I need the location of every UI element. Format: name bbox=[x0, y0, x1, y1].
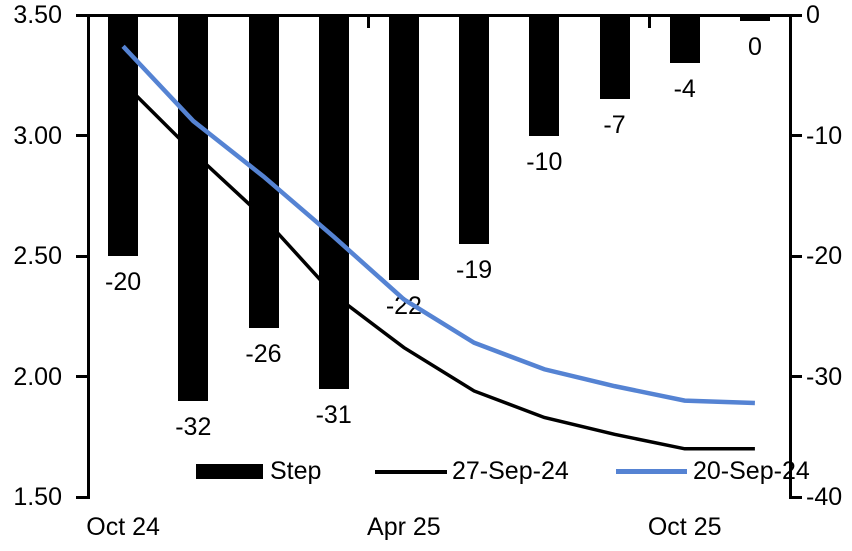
left-axis-tick-label: 2.50 bbox=[13, 242, 62, 270]
bar bbox=[178, 15, 209, 401]
bar bbox=[529, 15, 560, 136]
bar-value-label: 0 bbox=[747, 33, 762, 61]
x-axis-tick bbox=[367, 15, 371, 28]
legend-line-swatch-20-sep bbox=[616, 469, 687, 474]
bar-value-label: -20 bbox=[105, 268, 142, 296]
right-axis-tick bbox=[790, 495, 802, 499]
legend-line-swatch-27-sep bbox=[375, 470, 447, 474]
bar bbox=[459, 15, 490, 244]
x-axis-tick-label: Oct 25 bbox=[647, 513, 722, 541]
legend-label-20-sep-24: 20-Sep-24 bbox=[693, 457, 810, 485]
zero-line bbox=[76, 13, 800, 17]
bar-value-label: -26 bbox=[245, 340, 282, 369]
left-axis-tick bbox=[76, 375, 88, 378]
bar bbox=[248, 15, 279, 329]
right-axis-tick bbox=[790, 13, 802, 17]
bar-value-label: -19 bbox=[456, 255, 493, 284]
right-axis-tick-label: -20 bbox=[806, 242, 843, 270]
right-axis-tick bbox=[790, 375, 802, 378]
bar-value-label: -10 bbox=[526, 147, 563, 176]
left-axis-tick bbox=[76, 495, 88, 499]
left-axis-tick bbox=[76, 254, 88, 258]
bar bbox=[388, 15, 419, 281]
left-axis-tick-label: 1.50 bbox=[13, 483, 62, 511]
bar bbox=[669, 15, 700, 64]
right-axis-tick bbox=[790, 134, 802, 137]
right-axis-tick-label: -40 bbox=[806, 483, 843, 511]
line-27-Sep-24 bbox=[121, 81, 755, 451]
left-axis-tick bbox=[76, 13, 88, 17]
bar bbox=[739, 15, 770, 21]
bar-value-label: -7 bbox=[603, 111, 626, 140]
left-axis-tick bbox=[76, 134, 88, 137]
x-axis-tick-label: Oct 24 bbox=[86, 513, 160, 541]
right-axis-tick-label: 0 bbox=[806, 1, 820, 29]
bar-value-label: -4 bbox=[673, 75, 696, 104]
legend-label-step: Step bbox=[270, 457, 322, 485]
left-axis-tick-label: 3.50 bbox=[13, 1, 62, 29]
left-axis-tick-label: 2.00 bbox=[13, 362, 62, 391]
right-axis-tick bbox=[790, 254, 802, 258]
bar bbox=[599, 15, 630, 100]
x-axis-tick-label: Apr 25 bbox=[367, 513, 441, 541]
bar-value-label: -31 bbox=[315, 400, 352, 429]
line-20-Sep-24 bbox=[121, 44, 755, 406]
right-axis-tick-label: -30 bbox=[806, 362, 843, 391]
legend-bar-swatch bbox=[196, 464, 263, 479]
bar bbox=[318, 15, 349, 389]
left-axis-line bbox=[86, 13, 90, 499]
right-axis-tick-label: -10 bbox=[806, 121, 843, 150]
legend-label-27-sep-24: 27-Sep-24 bbox=[452, 457, 569, 485]
x-axis-tick bbox=[648, 15, 652, 28]
left-axis-tick-label: 3.00 bbox=[13, 121, 62, 150]
bar-value-label: -32 bbox=[175, 412, 212, 441]
